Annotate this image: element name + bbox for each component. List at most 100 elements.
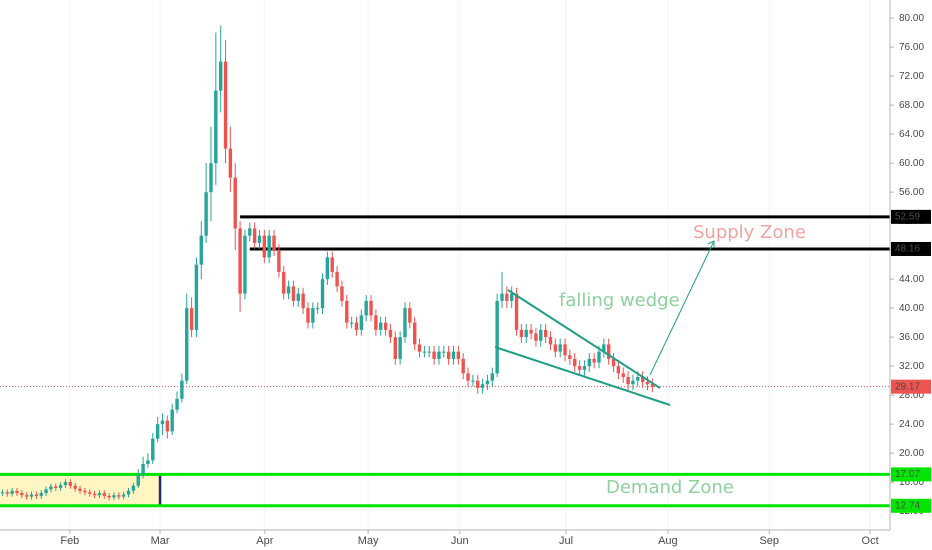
candle-body bbox=[398, 337, 402, 359]
candle-body bbox=[252, 228, 257, 243]
candle-body bbox=[63, 482, 68, 486]
candle-body bbox=[277, 250, 281, 272]
candle-body bbox=[185, 308, 189, 381]
candle-body bbox=[282, 271, 286, 294]
level-label: 12.74 bbox=[895, 500, 920, 511]
candle-body bbox=[262, 235, 267, 258]
candle-body bbox=[5, 492, 9, 494]
y-tick-label: 72.00 bbox=[899, 71, 924, 82]
candle-body bbox=[393, 337, 397, 359]
candle-body bbox=[238, 228, 242, 294]
wedge-lower bbox=[494, 346, 671, 406]
y-tick-label: 80.00 bbox=[899, 13, 924, 24]
candle-body bbox=[611, 358, 616, 367]
candle-body bbox=[24, 495, 29, 497]
candle-body bbox=[214, 90, 218, 164]
candle-body bbox=[388, 329, 393, 338]
candle-body bbox=[476, 380, 480, 388]
candle-body bbox=[136, 474, 140, 486]
candle-body bbox=[592, 358, 596, 363]
candle-body bbox=[422, 351, 427, 353]
candle-body bbox=[640, 377, 645, 383]
candle-body bbox=[495, 300, 499, 374]
candle-body bbox=[529, 329, 533, 334]
candle-body bbox=[15, 490, 19, 494]
candle-body bbox=[490, 373, 494, 381]
candle-body bbox=[519, 329, 524, 338]
candle-body bbox=[432, 351, 436, 359]
candle-body bbox=[286, 286, 291, 294]
candle-body bbox=[146, 460, 150, 465]
y-tick-label: 76.00 bbox=[899, 42, 924, 53]
candle-body bbox=[563, 344, 567, 356]
candle-body bbox=[597, 351, 601, 363]
y-tick-label: 16.00 bbox=[899, 477, 924, 488]
candle-body bbox=[505, 293, 509, 301]
candle-body bbox=[408, 308, 412, 323]
candle-body bbox=[417, 344, 422, 352]
candle-body bbox=[320, 279, 325, 309]
candle-body bbox=[514, 293, 519, 330]
level-label-bg bbox=[891, 209, 931, 224]
candle-body bbox=[471, 380, 475, 382]
level-label: 17.07 bbox=[895, 469, 920, 480]
candle-body bbox=[112, 495, 116, 498]
candle-body bbox=[141, 464, 145, 475]
candle-body bbox=[117, 495, 121, 497]
candle-body bbox=[170, 409, 174, 432]
candle-body bbox=[573, 358, 577, 367]
candle-body bbox=[165, 420, 170, 432]
candle-body bbox=[83, 490, 87, 493]
candle-body bbox=[34, 494, 39, 496]
x-tick-label: Feb bbox=[60, 535, 79, 547]
wedge-upper bbox=[507, 289, 661, 389]
candle-body bbox=[558, 344, 562, 352]
candle-body bbox=[68, 482, 73, 486]
level-label-bg bbox=[891, 498, 931, 513]
candle-body bbox=[587, 358, 591, 367]
candle-body bbox=[548, 337, 553, 345]
candle-body bbox=[427, 351, 431, 353]
candle-body bbox=[539, 329, 543, 341]
last-price-label: 29.17 bbox=[895, 381, 920, 392]
y-tick-label: 40.00 bbox=[899, 303, 924, 314]
candle-body bbox=[369, 300, 373, 316]
y-tick-label: 68.00 bbox=[899, 100, 924, 111]
candle-body bbox=[180, 380, 184, 399]
candle-body bbox=[621, 373, 625, 378]
candle-body bbox=[126, 490, 131, 495]
candle-body bbox=[107, 495, 111, 498]
candle-body bbox=[189, 308, 194, 330]
drawings: Supply Zone falling wedge Demand Zone bbox=[494, 222, 806, 498]
candle-body bbox=[209, 163, 213, 193]
candle-body bbox=[451, 351, 456, 359]
candle-body bbox=[602, 344, 606, 352]
candle-body bbox=[228, 148, 233, 178]
candle-body bbox=[412, 322, 417, 345]
candle-body bbox=[509, 293, 514, 301]
candle-body bbox=[54, 486, 58, 488]
candle-body bbox=[543, 329, 548, 338]
candle-body bbox=[20, 493, 24, 496]
candle-body bbox=[272, 235, 276, 251]
candle-body bbox=[568, 355, 572, 359]
candle-body bbox=[631, 380, 635, 385]
candle-body bbox=[97, 493, 102, 496]
x-tick-label: Apr bbox=[256, 535, 273, 547]
candle-body bbox=[301, 293, 305, 309]
candle-body bbox=[311, 308, 315, 323]
candle-body bbox=[92, 493, 97, 496]
y-tick-label: 28.00 bbox=[899, 390, 924, 401]
price-axis-bg bbox=[890, 0, 932, 550]
last-price-label-bg bbox=[891, 379, 931, 394]
level-label: 52.59 bbox=[895, 211, 920, 222]
candle-body bbox=[243, 235, 247, 294]
candle-body bbox=[121, 494, 126, 497]
level-label: 48.16 bbox=[895, 244, 920, 255]
candle-body bbox=[257, 235, 262, 243]
candle-body bbox=[335, 271, 339, 287]
candle-body bbox=[485, 380, 490, 385]
candle-body bbox=[204, 192, 208, 236]
y-tick-label: 60.00 bbox=[899, 158, 924, 169]
